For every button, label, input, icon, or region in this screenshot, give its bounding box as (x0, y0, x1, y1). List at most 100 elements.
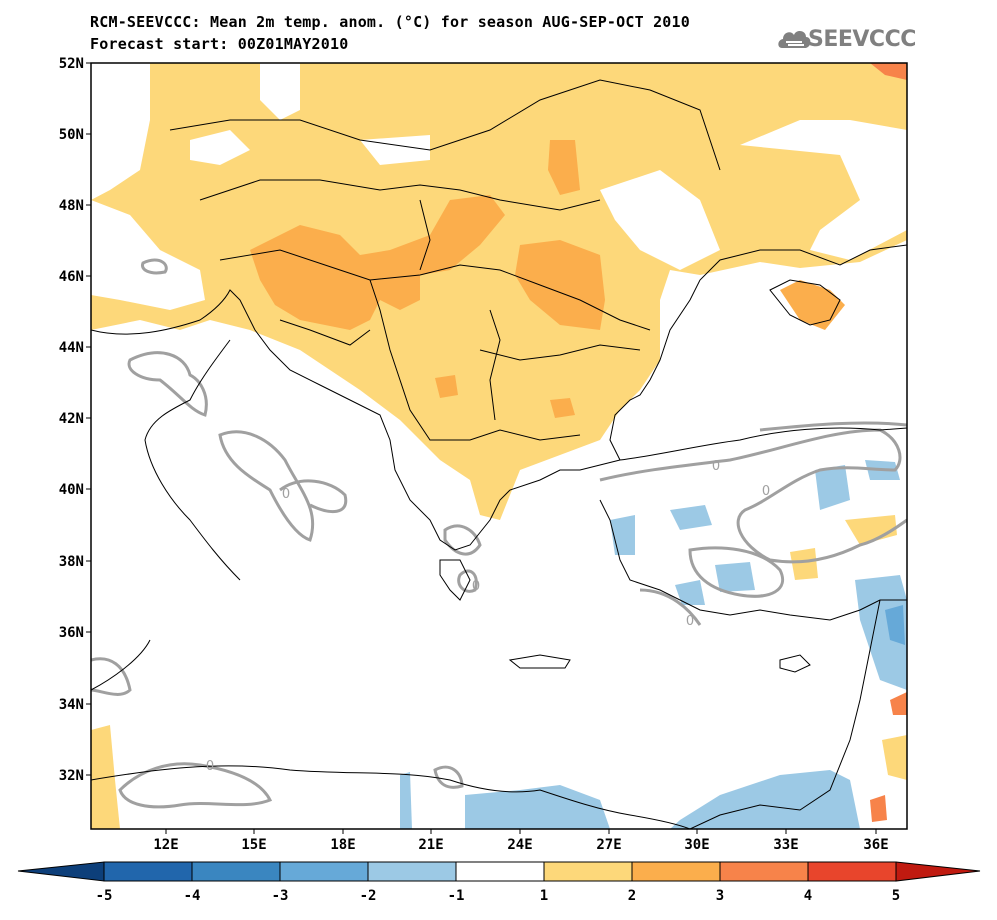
coastline (439, 559, 471, 601)
lat-tick-label: 38N (59, 554, 84, 570)
lat-tick: 42N (59, 411, 91, 427)
lon-tick-label: 12E (153, 837, 178, 853)
lon-tick: 15E (241, 829, 267, 853)
cloud-logo-icon (778, 31, 811, 48)
lat-tick-label: 52N (59, 56, 84, 72)
lon-tick-label: 33E (773, 837, 798, 853)
coastline (508, 654, 571, 669)
contour-label: 0 (206, 759, 214, 774)
coastline (619, 427, 907, 461)
colorbar-label: 1 (540, 888, 548, 904)
zero-contour (127, 351, 208, 417)
warm-anomaly-region (845, 515, 897, 545)
border (369, 279, 581, 441)
latitude-axis: 52N 50N 48N 46N 44N 42N 40N 38N 36N 34N … (59, 56, 91, 784)
lon-tick-label: 27E (596, 837, 621, 853)
lat-tick: 46N (59, 269, 91, 285)
cold-anomaly-region (715, 562, 755, 592)
cold-anomaly-region-strong (885, 605, 905, 645)
colorbar-label: -5 (96, 888, 113, 904)
logo-text: SEEVCCC (808, 27, 916, 52)
lat-tick-label: 34N (59, 697, 84, 713)
zero-contour (279, 479, 348, 514)
lon-tick-label: 18E (330, 837, 355, 853)
neutral-region (260, 63, 300, 120)
border (219, 249, 651, 331)
colorbar-bin (191, 861, 281, 882)
lat-tick-label: 44N (59, 340, 84, 356)
colorbar-label: 2 (628, 888, 636, 904)
lon-tick: 24E (507, 829, 533, 853)
colorbar-bin (543, 861, 633, 882)
contour-label: 0 (686, 614, 694, 629)
neutral-region (740, 120, 907, 260)
lat-tick: 40N (59, 482, 91, 498)
forecast-start: Forecast start: 00Z01MAY2010 (90, 35, 349, 53)
colorbar-label: 5 (892, 888, 900, 904)
lat-tick-label: 40N (59, 482, 84, 498)
coastline (599, 499, 907, 621)
lon-tick-label: 21E (418, 837, 443, 853)
colorbar-label: -2 (360, 888, 377, 904)
coastline-layer (91, 79, 907, 829)
warm-anomaly-region-strong (515, 240, 605, 330)
warm-anomaly-region-strong (550, 398, 575, 418)
lon-tick: 12E (153, 829, 179, 853)
zero-contour (141, 258, 168, 275)
map-title: RCM-SEEVCCC: Mean 2m temp. anom. (°C) fo… (90, 13, 690, 31)
warm-anomaly-region (882, 735, 907, 780)
warm-anomaly-region-strong (548, 140, 580, 195)
colorbar-bin (631, 861, 721, 882)
lon-tick: 18E (330, 829, 356, 853)
lat-tick: 34N (59, 697, 91, 713)
border (419, 199, 431, 271)
lon-tick: 27E (596, 829, 622, 853)
cold-anomaly-region (675, 580, 705, 605)
cold-anomaly-region (855, 575, 907, 690)
colorbar-bin (455, 861, 545, 882)
colorbar-bin (719, 861, 809, 882)
zero-contour (457, 569, 478, 593)
longitude-axis: 12E 15E 18E 21E 24E 27E 30E 33E 36E (153, 829, 889, 853)
lat-tick-label: 42N (59, 411, 84, 427)
lat-tick: 48N (59, 198, 91, 214)
lon-tick: 21E (418, 829, 444, 853)
colorbar-label: 4 (804, 888, 812, 904)
border (169, 79, 721, 171)
contour-label: 0 (472, 579, 480, 594)
coastline (91, 765, 691, 829)
neutral-region (600, 170, 720, 270)
neutral-region (91, 200, 205, 310)
lat-tick: 52N (59, 56, 91, 72)
warm-anomaly-region (91, 63, 907, 520)
colorbar-bin (103, 861, 193, 882)
colorbar-label: -3 (272, 888, 289, 904)
lon-tick-label: 15E (241, 837, 266, 853)
zero-contour-layer (91, 258, 907, 809)
lat-tick-label: 50N (59, 127, 84, 143)
lat-tick: 32N (59, 768, 91, 784)
lat-tick-label: 48N (59, 198, 84, 214)
coastline (689, 599, 881, 829)
warm-anomaly-region (790, 548, 818, 580)
lon-tick-label: 36E (863, 837, 888, 853)
zero-contour (218, 430, 315, 542)
colorbar-label: -1 (448, 888, 465, 904)
warm-anomaly-region (91, 725, 120, 829)
border (479, 344, 641, 361)
zero-contour (639, 588, 702, 626)
warm-anomaly-region-strong (870, 795, 887, 822)
border (279, 319, 371, 346)
lat-tick: 38N (59, 554, 91, 570)
lat-tick-label: 32N (59, 768, 84, 784)
lon-tick-label: 30E (684, 837, 709, 853)
cold-anomaly-region (400, 772, 412, 829)
lat-tick-label: 36N (59, 625, 84, 641)
lat-tick: 50N (59, 127, 91, 143)
coastline (779, 654, 811, 673)
contour-labels: 0 0 0 0 0 0 (206, 459, 770, 774)
lon-tick-label: 24E (507, 837, 532, 853)
colorbar-over-arrow (895, 861, 981, 882)
cold-anomaly-region (670, 505, 712, 530)
